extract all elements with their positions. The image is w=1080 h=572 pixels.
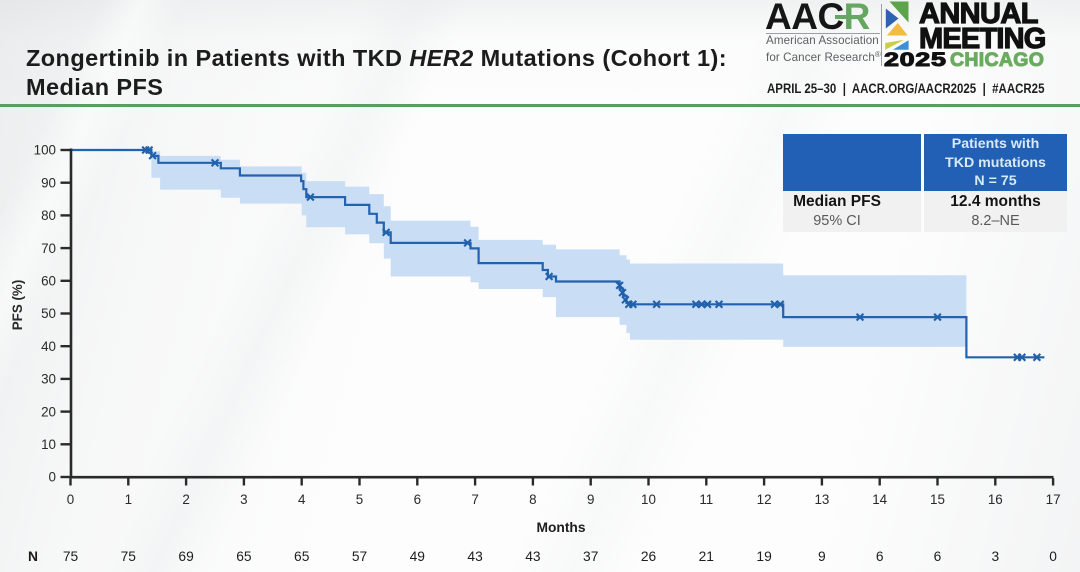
svg-text:37: 37 — [583, 549, 598, 564]
svg-text:57: 57 — [352, 549, 367, 564]
svg-text:8: 8 — [529, 492, 536, 507]
svg-text:10: 10 — [41, 437, 56, 452]
svg-text:65: 65 — [236, 549, 252, 564]
svg-text:65: 65 — [294, 549, 310, 564]
svg-text:19: 19 — [756, 549, 772, 564]
svg-text:15: 15 — [930, 492, 945, 507]
svg-text:10: 10 — [641, 492, 656, 507]
svg-text:100: 100 — [34, 143, 56, 158]
svg-text:43: 43 — [467, 549, 483, 564]
svg-text:20: 20 — [41, 404, 56, 419]
svg-text:9: 9 — [818, 549, 826, 564]
svg-text:9: 9 — [587, 492, 594, 507]
svg-text:17: 17 — [1046, 492, 1061, 507]
svg-text:16: 16 — [988, 492, 1003, 507]
svg-text:5: 5 — [356, 492, 363, 507]
svg-text:Months: Months — [536, 520, 585, 535]
svg-text:6: 6 — [414, 492, 421, 507]
svg-text:70: 70 — [41, 241, 56, 256]
svg-text:49: 49 — [410, 549, 426, 564]
svg-text:26: 26 — [641, 549, 657, 564]
svg-text:21: 21 — [699, 549, 714, 564]
svg-text:0: 0 — [1049, 549, 1057, 564]
svg-text:13: 13 — [814, 492, 829, 507]
svg-text:3: 3 — [240, 492, 247, 507]
svg-text:6: 6 — [934, 549, 942, 564]
svg-text:75: 75 — [121, 549, 137, 564]
svg-text:60: 60 — [41, 274, 56, 289]
svg-text:11: 11 — [699, 492, 713, 507]
svg-text:0: 0 — [49, 470, 56, 485]
svg-text:40: 40 — [41, 339, 56, 354]
svg-text:PFS (%): PFS (%) — [10, 280, 25, 331]
svg-text:50: 50 — [41, 306, 56, 321]
svg-text:30: 30 — [41, 372, 56, 387]
svg-text:7: 7 — [471, 492, 478, 507]
svg-text:2: 2 — [182, 492, 189, 507]
svg-text:90: 90 — [41, 175, 56, 190]
svg-text:0: 0 — [67, 492, 74, 507]
svg-text:N: N — [28, 549, 38, 564]
svg-text:75: 75 — [63, 549, 79, 564]
svg-text:14: 14 — [872, 492, 887, 507]
svg-text:1: 1 — [125, 492, 132, 507]
svg-text:12: 12 — [757, 492, 772, 507]
svg-text:80: 80 — [41, 208, 56, 223]
svg-text:4: 4 — [298, 492, 306, 507]
svg-text:69: 69 — [178, 549, 194, 564]
svg-text:3: 3 — [991, 549, 999, 564]
svg-text:43: 43 — [525, 549, 541, 564]
svg-text:6: 6 — [876, 549, 884, 564]
